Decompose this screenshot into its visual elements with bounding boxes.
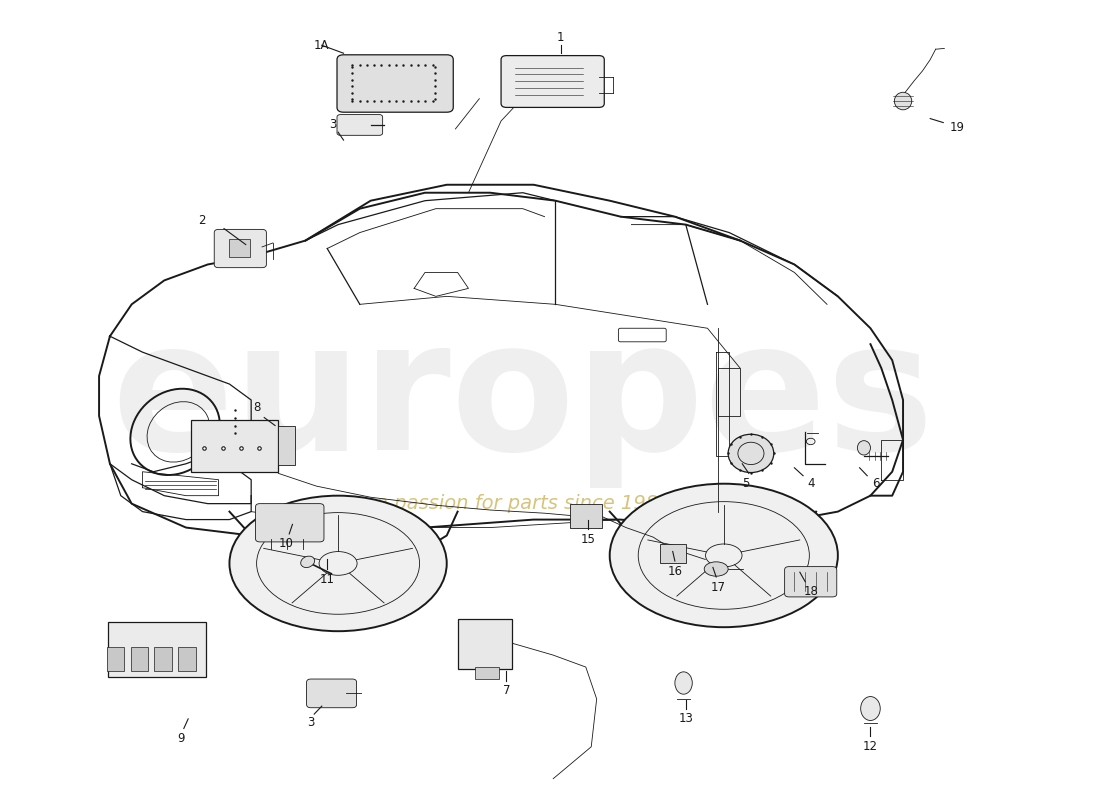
Text: 3: 3 [307, 716, 315, 730]
Text: 5: 5 [741, 478, 749, 490]
Text: 1A: 1A [314, 38, 330, 52]
Text: 17: 17 [711, 581, 726, 594]
FancyBboxPatch shape [255, 504, 324, 542]
Ellipse shape [609, 484, 838, 627]
Text: 10: 10 [278, 537, 294, 550]
Text: a passion for parts since 1985: a passion for parts since 1985 [375, 494, 670, 513]
FancyBboxPatch shape [502, 56, 604, 107]
FancyBboxPatch shape [278, 426, 295, 466]
Text: 3: 3 [329, 118, 337, 131]
FancyBboxPatch shape [570, 504, 602, 527]
Text: 19: 19 [950, 121, 965, 134]
Ellipse shape [728, 434, 773, 473]
Text: 4: 4 [807, 478, 814, 490]
Ellipse shape [300, 556, 315, 567]
FancyBboxPatch shape [108, 622, 206, 677]
Text: 16: 16 [668, 565, 682, 578]
FancyBboxPatch shape [214, 230, 266, 268]
Text: 18: 18 [803, 585, 818, 598]
FancyBboxPatch shape [307, 679, 356, 708]
Text: 11: 11 [320, 573, 334, 586]
FancyBboxPatch shape [660, 543, 685, 562]
Text: 12: 12 [864, 740, 878, 754]
FancyBboxPatch shape [784, 566, 837, 597]
Ellipse shape [704, 562, 728, 576]
Ellipse shape [230, 496, 447, 631]
Text: europes: europes [111, 312, 934, 488]
Ellipse shape [860, 697, 880, 721]
Ellipse shape [675, 672, 692, 694]
Text: 7: 7 [503, 685, 510, 698]
Ellipse shape [894, 92, 912, 110]
FancyBboxPatch shape [178, 647, 196, 671]
FancyBboxPatch shape [230, 239, 250, 257]
Text: 1: 1 [557, 30, 564, 44]
FancyBboxPatch shape [337, 55, 453, 112]
FancyBboxPatch shape [107, 647, 124, 671]
FancyBboxPatch shape [154, 647, 172, 671]
Text: 2: 2 [198, 214, 206, 227]
FancyBboxPatch shape [131, 647, 149, 671]
FancyBboxPatch shape [475, 667, 499, 679]
FancyBboxPatch shape [191, 420, 278, 472]
Text: 13: 13 [679, 712, 693, 726]
Text: 8: 8 [253, 402, 261, 414]
Ellipse shape [857, 441, 870, 455]
FancyBboxPatch shape [458, 619, 512, 669]
Text: 15: 15 [581, 533, 595, 546]
Text: 9: 9 [177, 732, 185, 746]
FancyBboxPatch shape [337, 114, 383, 135]
Text: 6: 6 [872, 478, 880, 490]
